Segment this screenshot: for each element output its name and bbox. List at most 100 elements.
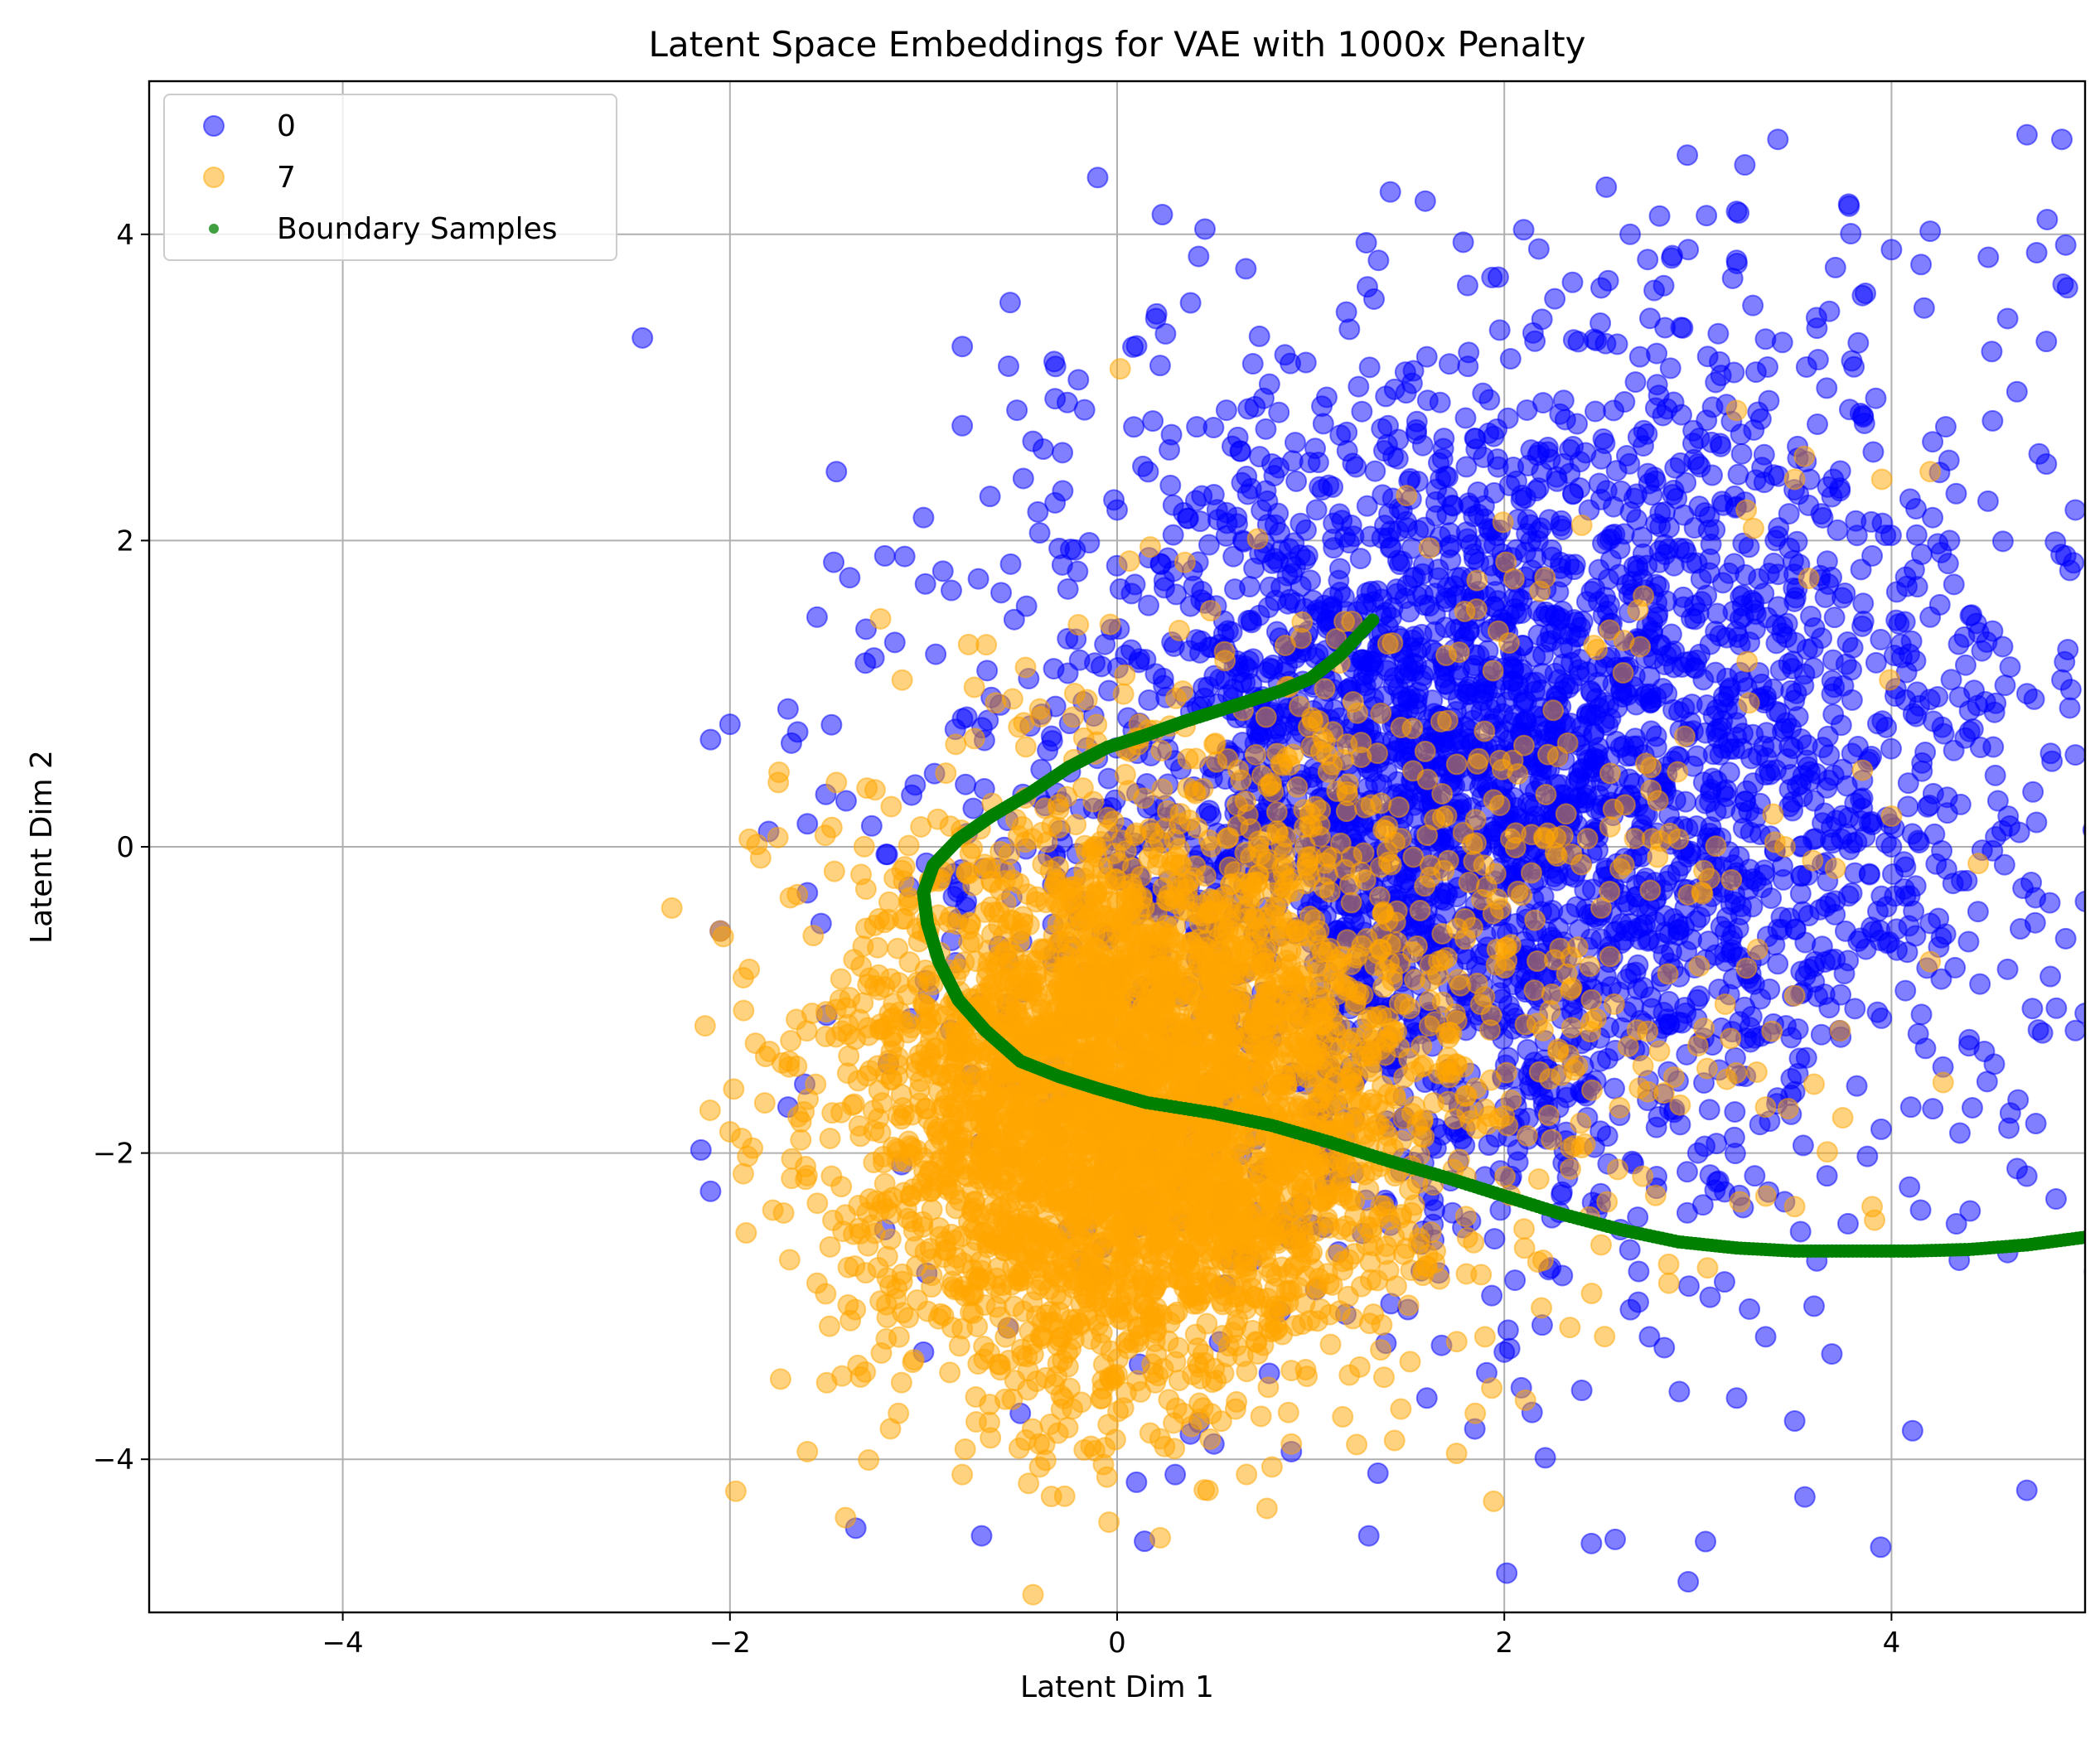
point-series-0 [1652, 404, 1674, 427]
point-series-0 [1861, 544, 1884, 567]
point-series-7 [975, 634, 998, 656]
point-series-0 [1851, 284, 1874, 307]
point-series-0 [825, 461, 848, 483]
point-series-0 [1899, 1096, 1922, 1119]
point-series-0 [1795, 355, 1817, 378]
point-series-0 [1709, 433, 1731, 455]
point-series-0 [1731, 595, 1754, 617]
point-series-0 [1584, 578, 1606, 600]
point-series-0 [1793, 1486, 1816, 1508]
point-series-0 [1231, 471, 1253, 494]
point-series-0 [1350, 671, 1372, 694]
point-series-0 [940, 579, 962, 602]
point-series-0 [1686, 649, 1708, 671]
point-series-0 [1439, 679, 1461, 701]
point-series-0 [1986, 790, 2009, 812]
point-series-0 [1692, 669, 1715, 691]
point-series-0 [1645, 1116, 1667, 1138]
point-series-0 [1406, 688, 1428, 710]
point-series-7 [1454, 1206, 1477, 1228]
point-series-7 [1657, 1253, 1680, 1275]
point-series-0 [1945, 1213, 1967, 1235]
point-series-0 [1329, 582, 1352, 604]
point-series-0 [1640, 986, 1662, 1008]
point-series-0 [1906, 681, 1928, 703]
point-series-7 [1644, 1184, 1667, 1206]
point-series-0 [1527, 238, 1550, 260]
point-series-0 [1865, 387, 1887, 409]
point-series-0 [962, 797, 985, 819]
point-series-0 [1905, 524, 1928, 546]
point-series-0 [1836, 1212, 1859, 1235]
point-series-0 [1255, 418, 1277, 440]
point-series-0 [1493, 1341, 1516, 1363]
point-series-0 [1795, 1046, 1817, 1069]
point-series-0 [1483, 425, 1505, 447]
point-series-0 [2025, 241, 2048, 263]
point-series-0 [1328, 558, 1351, 580]
point-series-0 [1710, 916, 1732, 938]
point-series-0 [1908, 832, 1930, 854]
point-series-0 [951, 336, 974, 358]
point-series-0 [1198, 800, 1221, 822]
point-series-0 [1708, 350, 1730, 373]
point-series-0 [1730, 442, 1753, 465]
point-series-0 [1735, 563, 1757, 586]
point-series-7 [753, 1092, 776, 1114]
point-series-0 [1981, 409, 2004, 432]
point-series-0 [1425, 505, 1448, 527]
point-series-0 [1823, 607, 1846, 629]
point-series-0 [1723, 1126, 1745, 1148]
point-series-0 [1870, 1536, 1892, 1559]
point-series-0 [1666, 487, 1688, 510]
point-series-0 [1694, 502, 1716, 524]
point-series-0 [2035, 331, 2058, 353]
point-series-0 [1012, 467, 1034, 490]
point-series-7 [1745, 1061, 1768, 1083]
point-series-0 [1822, 832, 1844, 854]
point-series-0 [699, 728, 722, 751]
point-series-0 [1414, 190, 1436, 212]
point-series-0 [854, 652, 877, 674]
point-series-7 [1761, 1020, 1783, 1042]
point-series-0 [1636, 423, 1658, 445]
point-series-0 [1193, 677, 1215, 699]
point-series-0 [1799, 761, 1822, 783]
point-series-0 [1909, 1199, 1932, 1221]
point-series-0 [2064, 499, 2085, 521]
point-series-7 [1736, 650, 1759, 673]
point-series-0 [1981, 341, 2003, 363]
point-series-0 [1742, 868, 1764, 890]
point-series-0 [1996, 958, 2019, 980]
point-series-7 [1431, 922, 1454, 945]
point-series-0 [1570, 1380, 1593, 1402]
point-series-0 [1738, 536, 1760, 558]
point-series-0 [1897, 772, 1919, 795]
point-series-0 [1284, 432, 1306, 454]
point-series-0 [1927, 685, 1949, 708]
point-series-0 [1106, 499, 1128, 521]
point-series-0 [1499, 348, 1522, 370]
point-series-0 [1585, 400, 1607, 423]
point-series-0 [1360, 580, 1382, 602]
point-series-0 [1688, 985, 1710, 1008]
point-series-7 [1609, 1096, 1631, 1119]
point-series-0 [1816, 1165, 1838, 1187]
point-series-0 [1977, 490, 1999, 512]
point-series-0 [1838, 195, 1860, 217]
point-series-0 [1162, 524, 1184, 546]
point-series-0 [1149, 355, 1171, 377]
point-series-0 [1818, 300, 1841, 322]
point-series-0 [1707, 322, 1730, 345]
point-series-0 [2045, 997, 2068, 1019]
point-series-0 [901, 784, 923, 806]
point-series-0 [2025, 811, 2048, 834]
point-series-0 [2022, 781, 2044, 803]
point-series-0 [1959, 1200, 1981, 1222]
point-series-0 [1841, 882, 1863, 904]
point-series-0 [1159, 438, 1181, 461]
point-series-0 [1910, 1003, 1933, 1026]
point-series-0 [1215, 668, 1237, 690]
point-series-7 [1022, 1583, 1044, 1606]
